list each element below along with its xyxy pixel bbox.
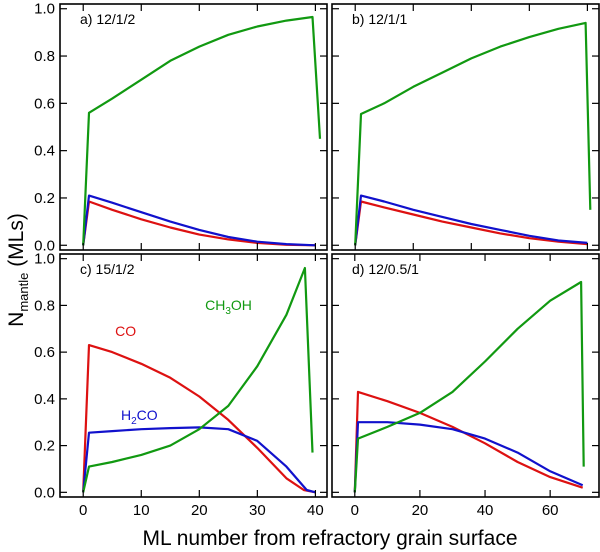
series-layer [82, 15, 592, 494]
panel-d-xtick-label: 0 [351, 502, 359, 519]
panel-c-ytick-label: 0.2 [34, 438, 55, 455]
panel-b-frame [331, 3, 600, 251]
panel-d-co-line [353, 390, 584, 493]
frame-layer [59, 3, 600, 498]
panel-c-frame [59, 253, 328, 498]
panel-d-frame [331, 253, 600, 498]
panel-c-xtick-label: 20 [191, 502, 208, 519]
panel-d-xtick-label: 20 [412, 502, 429, 519]
panel-b-label: b) 12/1/1 [352, 11, 407, 27]
panel-d-label: d) 12/0.5/1 [352, 261, 419, 277]
y-axis-title-main: N [5, 312, 28, 327]
panel-c-ytick-label: 0.8 [34, 297, 55, 314]
panel-c-xtick-label: 0 [79, 502, 87, 519]
panel-a-ytick-label: 0.6 [34, 95, 55, 112]
panel-c-ytick-label: 0.4 [34, 391, 55, 408]
panel-a-ytick-label: 0.2 [34, 190, 55, 207]
panel-a-co-line [82, 200, 316, 247]
panel-a-frame [59, 3, 328, 251]
panel-b-h2co-line [354, 194, 588, 246]
y-axis-title: Nmantle (MLs) [5, 213, 31, 327]
panel-a-h2co-line [82, 194, 316, 247]
panel-c-ytick-label: 0.6 [34, 344, 55, 361]
panel-a-ytick-label: 0.8 [34, 48, 55, 65]
panel-c-ch3oh-annotation: CH3OH [205, 297, 252, 317]
y-axis-title-sub: mantle [16, 273, 31, 312]
panel-a-ytick-label: 1.0 [34, 1, 55, 18]
panel-d-xtick-label: 60 [542, 502, 559, 519]
panel-a-ch3oh-line [82, 15, 322, 246]
panel-c-co-annotation: CO [115, 323, 136, 339]
tick-layer [60, 4, 599, 497]
panel-c-h2co-annotation: H2CO [121, 407, 158, 427]
panel-c-co-line [82, 344, 316, 494]
panel-a-label: a) 12/1/2 [80, 11, 135, 27]
panel-c-ytick-label: 1.0 [34, 251, 55, 268]
panel-c-ytick-label: 0.0 [34, 484, 55, 501]
panel-c-label: c) 15/1/2 [80, 261, 135, 277]
panel-a-ytick-label: 0.0 [34, 237, 55, 254]
panel-d-h2co-line [353, 421, 584, 493]
panel-c-xtick-label: 10 [133, 502, 150, 519]
panel-d-ch3oh-line [353, 280, 585, 493]
panel-c-ch3oh-line [82, 266, 314, 493]
y-axis-title-tail: (MLs) [5, 213, 28, 273]
text-layer: 0.0 0.2 0.4 0.6 0.8 1.0 a) 12/1/2 b) 12/1/1 0 10 2… [34, 1, 558, 519]
panel-c-xtick-label: 30 [249, 502, 266, 519]
panel-a-ytick-label: 0.4 [34, 143, 55, 160]
svg-text:Nmantle (MLs): Nmantle (MLs) [5, 213, 31, 327]
panel-c-xtick-label: 40 [307, 502, 324, 519]
panel-d-xtick-label: 40 [477, 502, 494, 519]
panel-b-co-line [354, 200, 588, 246]
panel-c-h2co-line [82, 426, 316, 494]
panel-b-ch3oh-line [354, 21, 592, 246]
x-axis-title: ML number from refractory grain surface [142, 527, 517, 550]
